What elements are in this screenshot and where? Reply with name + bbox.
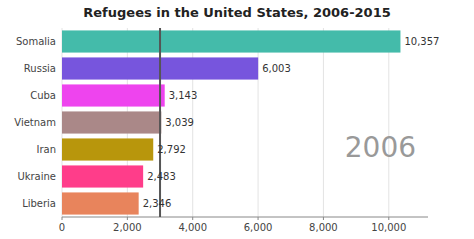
annotation: 2006 (345, 131, 416, 164)
category-label: Cuba (30, 90, 56, 101)
data-label: 3,039 (165, 117, 194, 128)
data-labels: 2,346 2,483 2,792 3,039 3,143 6,003 10,357 (143, 36, 440, 209)
category-label: Russia (24, 63, 56, 74)
page: {"chart_data": {"type": "bar", "orientat… (0, 0, 474, 239)
data-label: 2,483 (147, 171, 176, 182)
bars (62, 30, 400, 214)
data-label: 2,346 (143, 198, 172, 209)
tick-label: 4,000 (178, 222, 207, 233)
bar (62, 138, 153, 160)
reference (160, 28, 161, 217)
grid-line (258, 28, 259, 217)
tick-label: 8,000 (309, 222, 338, 233)
chart: Refugees in the United States, 2006-2015… (0, 0, 474, 239)
tick-label: 0 (59, 222, 65, 233)
x-ticks: 0 2,000 4,000 6,000 8,000 10,000 (59, 217, 406, 233)
data-label: 6,003 (262, 63, 291, 74)
category-label: Liberia (22, 198, 56, 209)
bar (62, 192, 139, 214)
data-label: 10,357 (404, 36, 439, 47)
title: Refugees in the United States, 2006-2015 (83, 5, 390, 20)
tick-label: 2,000 (113, 222, 142, 233)
category-label: Iran (36, 144, 56, 155)
category-label: Somalia (16, 36, 56, 47)
data-label: 3,143 (169, 90, 198, 101)
grid-line (323, 28, 324, 217)
y-ticks: Liberia Ukraine Iran Vietnam Cuba Russia Somal… (14, 36, 56, 209)
category-label: Vietnam (14, 117, 56, 128)
grid (62, 28, 389, 217)
bar (62, 30, 400, 52)
data-label: 2,792 (157, 144, 186, 155)
reference-line (159, 28, 161, 217)
tick-label: 10,000 (371, 222, 406, 233)
bar (62, 111, 161, 133)
grid-line (388, 28, 389, 217)
x-axis-line (62, 217, 428, 218)
bar (62, 165, 143, 187)
tick-label: 6,000 (244, 222, 273, 233)
bar (62, 84, 165, 106)
category-label: Ukraine (17, 171, 56, 182)
